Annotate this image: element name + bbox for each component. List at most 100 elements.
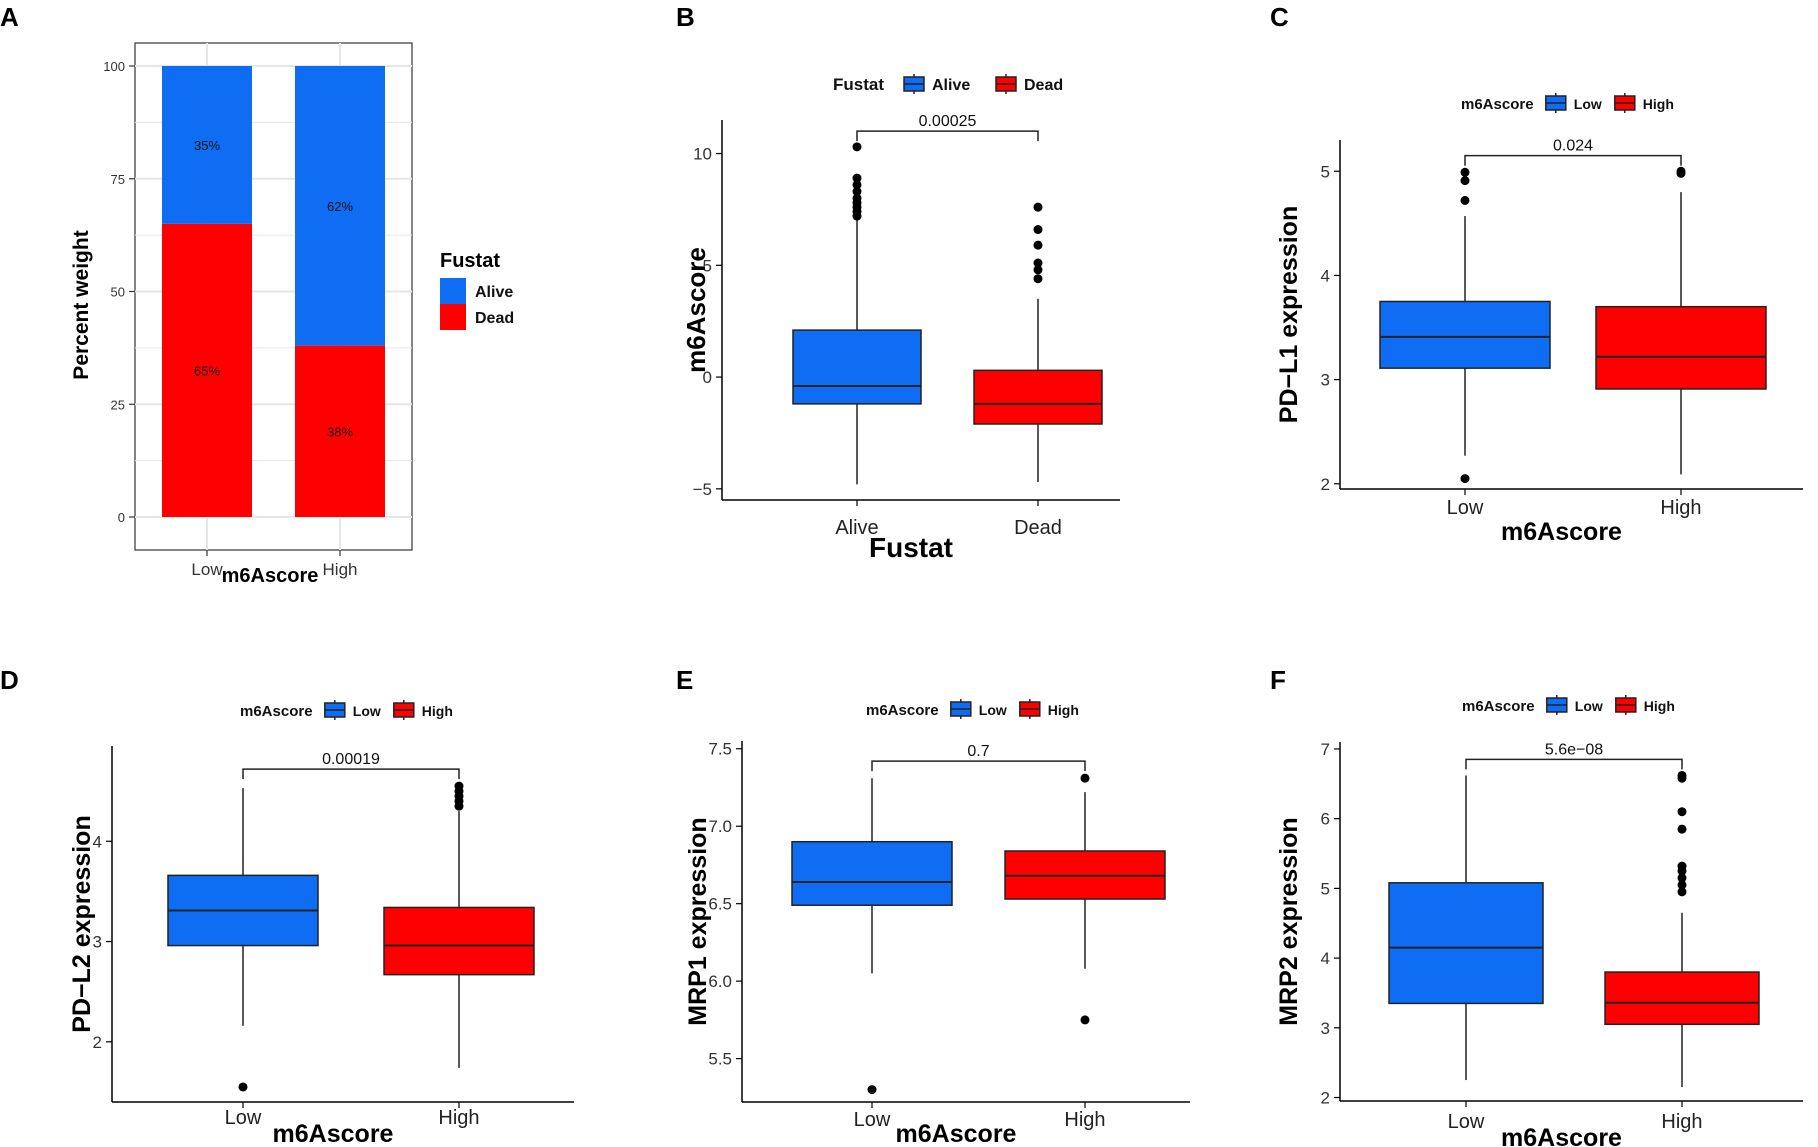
x-axis-title: Fustat (869, 532, 953, 563)
outlier-point-low (1460, 195, 1470, 205)
y-tick-label: 3 (93, 933, 102, 952)
y-axis-title: m6Ascore (681, 247, 711, 373)
legend-b: Fustat Alive Dead (833, 74, 1063, 94)
box-low (1388, 882, 1544, 1005)
p-value-label: 5.6e−08 (1545, 741, 1603, 758)
y-axis-title: MRP1 expression (684, 817, 712, 1025)
x-tick-label: High (323, 560, 358, 579)
x-tick-label: Low (1447, 497, 1484, 519)
outlier-point-dead (1033, 225, 1043, 235)
outlier-point-high (1677, 887, 1687, 897)
legend-label-low: Low (1575, 698, 1603, 714)
outlier-point-high (1677, 861, 1687, 871)
outlier-point-dead (1033, 265, 1043, 275)
box-low (1379, 300, 1551, 369)
x-tick-label: High (438, 1107, 479, 1129)
p-value-label: 0.024 (1553, 138, 1593, 155)
outlier-point-alive (852, 193, 862, 203)
bar-dead-high (295, 345, 385, 517)
legend-title: m6Ascore (866, 702, 939, 719)
outlier-point-alive (852, 173, 862, 183)
x-axis-title: m6Ascore (896, 1120, 1017, 1147)
y-tick-label: 0 (118, 510, 125, 525)
legend-label-high: High (1643, 96, 1674, 112)
bar-alive-high (295, 66, 385, 346)
outlier-point-high (1677, 880, 1687, 890)
legend-d: m6Ascore Low High (240, 700, 453, 720)
y-tick-label: 50 (111, 285, 125, 300)
legend-label-low: Low (1574, 96, 1602, 112)
panel-label-c: C (1270, 2, 1289, 32)
panel-label-e: E (676, 665, 693, 695)
box-dead (973, 369, 1103, 425)
outlier-point-alive (852, 187, 862, 197)
y-axis-title: PD−L1 expression (1275, 206, 1303, 423)
legend-e: m6Ascore Low High (866, 699, 1079, 719)
x-tick-label: High (1064, 1109, 1105, 1131)
panel-label-f: F (1270, 665, 1286, 695)
y-tick-label: 2 (1321, 1089, 1330, 1108)
bar-alive-low (162, 66, 252, 224)
y-tick-label: 5.5 (708, 1050, 732, 1069)
y-axis-title: MRP2 expression (1275, 817, 1303, 1025)
outlier-point-alive (852, 142, 862, 152)
x-tick-label: Low (854, 1109, 891, 1131)
outlier-point-dead (1033, 202, 1043, 212)
legend-label-high: High (1644, 698, 1675, 714)
outlier-point-dead (1033, 274, 1043, 284)
outlier-point-high (1080, 773, 1090, 783)
outlier-point-high (1677, 824, 1687, 834)
significance-bracket (1465, 758, 1683, 770)
outlier-point-low (1460, 474, 1470, 484)
x-axis-title: m6Ascore (222, 565, 319, 587)
legend-a: Fustat Alive Dead (440, 250, 514, 330)
panel-label-a: A (0, 2, 19, 32)
y-tick-label: 6 (1321, 810, 1330, 829)
legend-title: Fustat (833, 75, 884, 94)
panel-label-b: B (676, 2, 695, 32)
y-tick-label: 10 (693, 145, 712, 164)
y-tick-label: 7 (1321, 740, 1330, 759)
significance-bracket (871, 760, 1086, 772)
y-tick-label: 6.0 (708, 972, 732, 991)
x-tick-label: Alive (835, 517, 878, 539)
x-tick-label: Dead (1014, 517, 1062, 539)
data-label: 62% (327, 199, 353, 214)
outlier-point-low (1460, 167, 1470, 177)
y-tick-label: 5 (1321, 162, 1330, 181)
x-tick-label: Low (191, 560, 223, 579)
legend-label-low: Low (979, 702, 1007, 718)
p-value-label: 0.7 (967, 743, 989, 760)
panel-label-d: D (0, 665, 19, 695)
y-tick-label: 4 (93, 832, 102, 851)
y-tick-label: 25 (111, 397, 125, 412)
legend-f: m6Ascore Low High (1462, 695, 1675, 715)
y-tick-label: 3 (1321, 1019, 1330, 1038)
legend-swatch-dead (440, 304, 466, 330)
legend-title: m6Ascore (240, 703, 313, 720)
y-tick-label: 0 (703, 368, 712, 387)
outlier-point-high (1677, 770, 1687, 780)
outlier-point-high (454, 781, 464, 791)
y-axis-title: Percent weight (70, 230, 93, 379)
y-tick-label: 100 (103, 59, 125, 74)
data-label: 65% (194, 363, 220, 378)
legend-label-alive: Alive (932, 77, 970, 94)
significance-bracket (856, 130, 1039, 142)
x-tick-label: High (1660, 497, 1701, 519)
box-high (1604, 971, 1760, 1026)
y-tick-label: 7.5 (708, 740, 732, 759)
panel-f: F 2 3 4 5 6 7 Low High 5.6e−08 m6Ascore MRP2 expres… (1270, 665, 1803, 1147)
bar-dead-low (162, 223, 252, 517)
legend-label-high: High (1048, 702, 1079, 718)
legend-label-low: Low (353, 703, 381, 719)
box-alive (792, 329, 922, 405)
x-tick-label: Low (225, 1107, 262, 1129)
p-value-label: 0.00025 (919, 113, 977, 130)
panel-b: B −5 0 5 10 Alive Dead 0.00025 Fustat m6Ascore Fus… (676, 2, 1120, 563)
legend-label-dead: Dead (1024, 77, 1063, 94)
x-tick-label: High (1661, 1111, 1702, 1133)
legend-label-high: High (422, 703, 453, 719)
y-tick-label: −5 (693, 480, 712, 499)
